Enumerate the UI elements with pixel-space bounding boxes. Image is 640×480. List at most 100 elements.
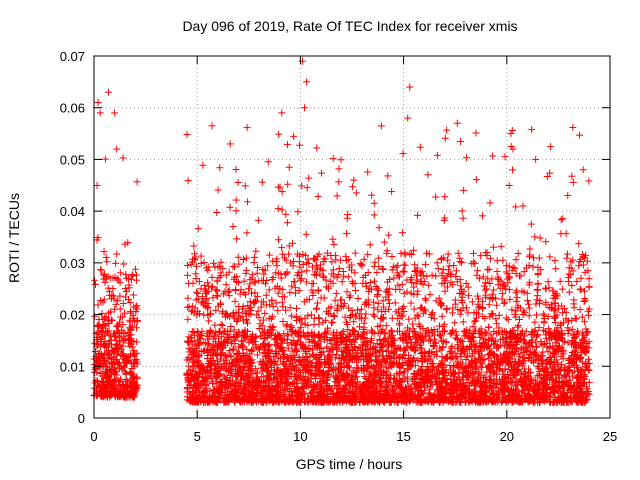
data-point <box>275 205 282 212</box>
data-point <box>585 177 592 184</box>
data-point <box>459 207 466 214</box>
data-point <box>489 152 496 159</box>
data-point <box>285 251 292 258</box>
data-point <box>414 288 421 295</box>
data-point <box>400 268 407 275</box>
data-point <box>422 297 429 304</box>
data-point <box>542 238 549 245</box>
data-point <box>333 274 340 281</box>
data-point <box>486 266 493 273</box>
data-point <box>329 319 336 326</box>
data-point <box>546 253 553 260</box>
data-point <box>531 319 538 326</box>
data-point <box>345 273 352 280</box>
data-point <box>422 261 429 268</box>
data-point <box>283 323 290 330</box>
data-point <box>458 259 465 266</box>
data-point <box>570 179 577 186</box>
data-point <box>371 211 378 218</box>
data-point <box>485 324 492 331</box>
data-point <box>573 315 580 322</box>
data-point <box>313 145 320 152</box>
data-point <box>352 287 359 294</box>
data-point <box>303 267 310 274</box>
data-point <box>532 301 539 308</box>
data-point <box>552 305 559 312</box>
data-point <box>392 299 399 306</box>
data-point <box>559 286 566 293</box>
data-point <box>185 177 192 184</box>
data-point <box>358 306 365 313</box>
data-point <box>443 127 450 134</box>
data-point <box>381 239 388 246</box>
data-point <box>407 300 414 307</box>
data-point <box>334 192 341 199</box>
data-point <box>439 313 446 320</box>
data-point <box>259 179 266 186</box>
data-point <box>400 370 407 377</box>
data-point <box>496 312 503 319</box>
data-point <box>585 356 592 363</box>
data-point <box>452 296 459 303</box>
data-point <box>378 122 385 129</box>
data-point <box>200 311 207 318</box>
data-point <box>242 182 249 189</box>
data-point <box>120 261 127 268</box>
data-point <box>185 280 192 287</box>
data-point <box>394 262 401 269</box>
data-point <box>487 255 494 262</box>
data-point <box>432 194 439 201</box>
data-point <box>384 172 391 179</box>
data-point <box>515 250 522 257</box>
data-point <box>479 212 486 219</box>
data-point <box>278 244 285 251</box>
data-point <box>364 168 371 175</box>
data-point <box>371 263 378 270</box>
data-point <box>120 154 127 161</box>
data-point <box>332 256 339 263</box>
data-point <box>120 300 127 307</box>
data-point <box>298 182 305 189</box>
data-point <box>314 300 321 307</box>
data-point <box>482 287 489 294</box>
data-point <box>209 274 216 281</box>
data-point <box>460 318 467 325</box>
data-point <box>577 275 584 282</box>
data-point <box>305 175 312 182</box>
data-point <box>568 282 575 289</box>
data-point <box>198 253 205 260</box>
data-point <box>512 203 519 210</box>
data-point <box>194 290 201 297</box>
data-point <box>465 292 472 299</box>
data-point <box>455 250 462 257</box>
data-point <box>380 266 387 273</box>
data-point <box>184 316 191 323</box>
data-point <box>336 265 343 272</box>
data-point <box>216 164 223 171</box>
data-point <box>260 271 267 278</box>
data-point <box>371 200 378 207</box>
data-point <box>519 202 526 209</box>
data-point <box>294 208 301 215</box>
data-point <box>127 299 134 306</box>
data-point <box>216 274 223 281</box>
data-point <box>474 267 481 274</box>
data-point <box>284 219 291 226</box>
data-point <box>388 253 395 260</box>
data-points <box>91 58 593 406</box>
data-point <box>232 298 239 305</box>
data-point <box>134 178 141 185</box>
data-point <box>255 308 262 315</box>
data-point <box>399 305 406 312</box>
data-point <box>209 122 216 129</box>
data-point <box>388 327 395 334</box>
data-point <box>531 233 538 240</box>
data-point <box>563 309 570 316</box>
data-point <box>493 302 500 309</box>
data-point <box>490 244 497 251</box>
data-point <box>270 303 277 310</box>
data-point <box>235 179 242 186</box>
data-point <box>470 250 477 257</box>
data-point <box>557 230 564 237</box>
data-point <box>519 311 526 318</box>
